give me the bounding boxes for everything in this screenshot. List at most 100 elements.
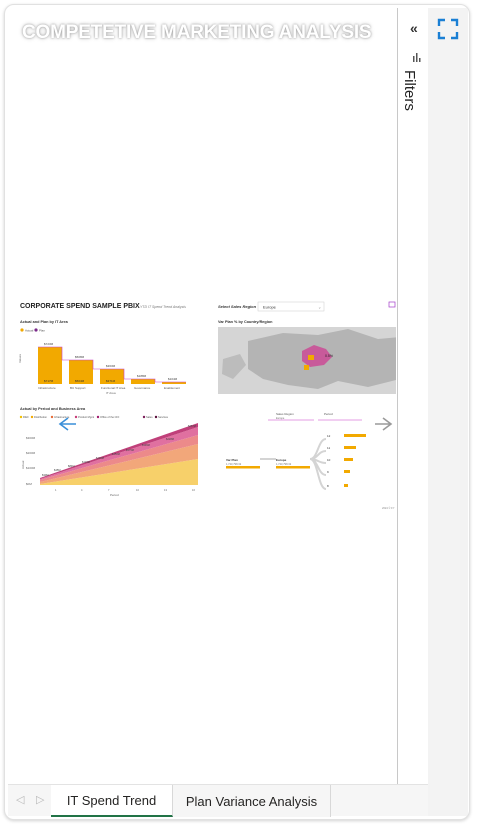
svg-text:9: 9 (327, 470, 329, 474)
svg-text:$103M: $103M (82, 460, 90, 464)
tab-label: Plan Variance Analysis (185, 793, 318, 809)
thumb-dropdown-chevron: ⌄ (318, 305, 321, 310)
svg-text:$199M: $199M (142, 443, 150, 447)
svg-text:$150M: $150M (112, 452, 120, 456)
thumbnail-next-arrow (375, 417, 393, 431)
svg-text:Services: Services (158, 415, 169, 419)
svg-text:Sales Region: Sales Region (276, 412, 294, 416)
svg-text:Sales: Sales (146, 415, 153, 419)
svg-text:Europe: Europe (276, 416, 285, 420)
plan-step-line (38, 346, 186, 383)
thumb-region-label: Select Sales Region (218, 304, 257, 309)
svg-text:10: 10 (136, 488, 139, 492)
bar-top-label-0: $723M (44, 342, 54, 346)
svg-text:$84M: $84M (68, 464, 75, 468)
tab-it-spend-trend[interactable]: IT Spend Trend (51, 785, 173, 817)
svg-text:$0M: $0M (26, 482, 32, 486)
svg-text:$126M: $126M (96, 456, 104, 460)
svg-text:R&D: R&D (23, 415, 29, 419)
chevron-right-icon[interactable]: ▷ (36, 794, 45, 806)
thumb-subtitle: YTD IT Spend Trend Analysis (140, 305, 186, 309)
svg-text:Infrastructure: Infrastructure (54, 415, 70, 419)
svg-text:Product Mgmt: Product Mgmt (78, 415, 94, 419)
tab-label: IT Spend Trend (66, 792, 157, 808)
svg-text:$200M: $200M (26, 451, 36, 455)
bar-bu-support (69, 360, 93, 384)
legend-plan-dot (34, 328, 38, 332)
thumb-comment-icon (388, 301, 396, 308)
bar-governance (131, 379, 155, 384)
report-canvas: COMPETETIVE MARKETING ANALYSIS CORPORATE… (8, 8, 396, 784)
svg-text:7: 7 (108, 488, 110, 492)
thumb-map-europe (302, 345, 332, 367)
bar-cat-1: BU Support (70, 386, 86, 390)
thumb-bar-ylabel: Values (18, 354, 22, 363)
report-thumbnail: CORPORATE SPEND SAMPLE PBIX YTD IT Spend… (18, 301, 396, 510)
svg-text:$228M: $228M (166, 437, 174, 441)
thumb-region-dropdown (257, 301, 325, 312)
svg-text:8: 8 (327, 484, 329, 488)
bar-top-label-2: $363M (106, 364, 116, 368)
svg-text:Period: Period (324, 412, 333, 416)
thumb-title: CORPORATE SPEND SAMPLE PBIX (20, 303, 140, 310)
svg-text:$175M: $175M (126, 448, 134, 452)
bar-infrastructure (38, 347, 62, 384)
svg-text:1,723,798.32: 1,723,798.32 (276, 462, 292, 466)
thumb-bar-title: Actual and Plan by IT Area (20, 320, 69, 324)
bar-cat-0: Infrastructure (38, 386, 56, 390)
focus-mode-icon[interactable] (437, 18, 459, 40)
thumb-region-value: Europe (263, 305, 277, 310)
bar-top-label-3: $188M (137, 374, 147, 378)
svg-text:2024 © FY: 2024 © FY (382, 506, 395, 510)
svg-text:Var Plan: Var Plan (226, 458, 238, 462)
svg-text:$30M: $30M (42, 473, 49, 477)
bar-inner-label-2: $371M (106, 379, 116, 383)
bar-top-label-4: $104M (168, 377, 178, 381)
legend-actual-label: Actual (25, 329, 34, 333)
bar-inner-label-0: $717M (44, 379, 54, 383)
svg-text:$300M: $300M (26, 436, 36, 440)
thumb-area-xlabel: Period (110, 493, 119, 497)
bar-cat-4: Enablement (164, 386, 180, 390)
chevron-left-icon[interactable]: ◁ (16, 794, 25, 806)
bar-inner-label-1: $504M (75, 379, 85, 383)
thumb-map-title: Var Plan % by Country/Region (218, 320, 273, 324)
svg-text:Distribution: Distribution (34, 415, 48, 419)
bar-cat-3: Governance (134, 386, 151, 390)
svg-text:16: 16 (192, 488, 195, 492)
bar-top-label-1: $508M (75, 355, 85, 359)
filters-label[interactable]: Filters (401, 70, 418, 111)
bar-cat-2: Functional IT Area (101, 386, 126, 390)
svg-text:$100M: $100M (26, 466, 36, 470)
svg-text:1: 1 (55, 488, 57, 492)
thumb-area-title: Actual by Period and Business Area (20, 407, 86, 411)
page-tabs: ◁ ▷ IT Spend Trend Plan Variance Analysi… (8, 784, 428, 817)
thumb-map-callout: 0.5% (325, 354, 333, 358)
svg-text:12: 12 (327, 434, 331, 438)
legend-plan-label: Plan (39, 329, 45, 333)
thumb-area-ylabel: Actual (21, 460, 25, 469)
svg-text:13: 13 (164, 488, 167, 492)
svg-text:$45M: $45M (54, 468, 61, 472)
tab-plan-variance-analysis[interactable]: Plan Variance Analysis (173, 785, 331, 817)
svg-text:4: 4 (81, 488, 83, 492)
thumb-bar-series (38, 346, 186, 384)
thumb-area-layers (40, 423, 198, 485)
report-title: COMPETETIVE MARKETING ANALYSIS (22, 22, 372, 43)
svg-text:10: 10 (327, 458, 331, 462)
svg-text:Office of the CIO: Office of the CIO (100, 415, 119, 419)
legend-actual-dot (20, 328, 24, 332)
filters-pane[interactable]: « Filters (397, 8, 428, 784)
thumbnail-prev-arrow (58, 417, 76, 431)
svg-text:1,723,798.32: 1,723,798.32 (226, 462, 242, 466)
thumb-bar-xlabel: IT Area (106, 391, 116, 395)
filter-icon (413, 53, 421, 62)
svg-text:11: 11 (327, 446, 330, 450)
double-chevron-left-icon[interactable]: « (410, 20, 418, 36)
bar-enablement (162, 382, 186, 384)
right-rail (428, 8, 468, 816)
report-viewer: COMPETETIVE MARKETING ANALYSIS CORPORATE… (4, 4, 470, 820)
svg-text:Europe: Europe (276, 458, 287, 462)
bar-functional-it (100, 369, 124, 384)
svg-text:$257M: $257M (188, 424, 196, 428)
